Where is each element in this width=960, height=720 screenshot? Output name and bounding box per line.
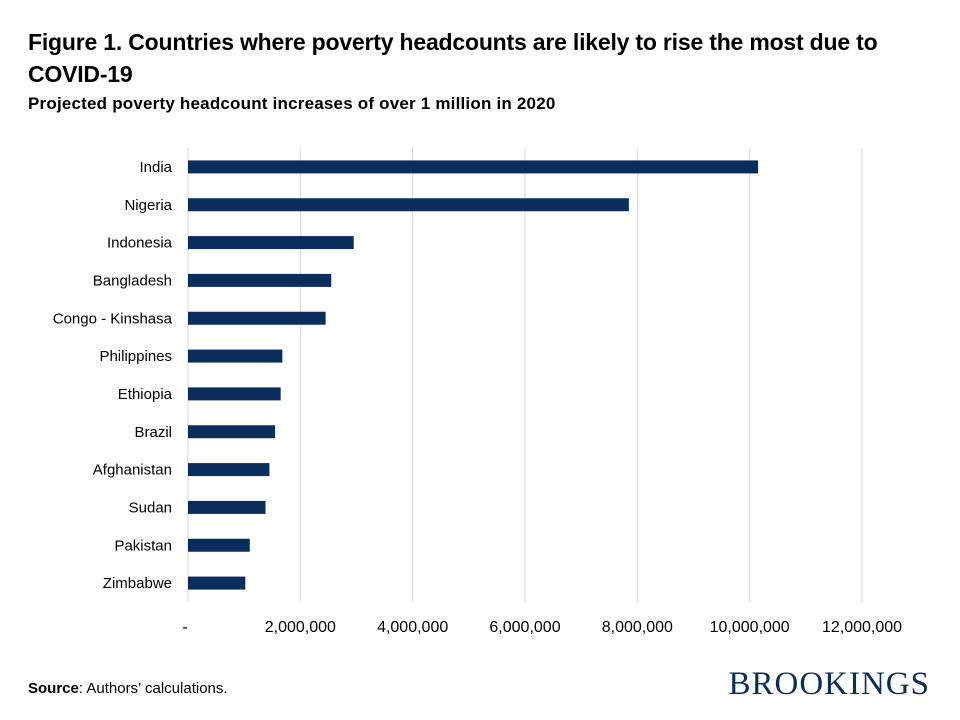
category-label: Nigeria bbox=[124, 197, 172, 214]
x-tick-label: 10,000,000 bbox=[710, 619, 790, 636]
source-text: : Authors’ calculations. bbox=[78, 680, 228, 697]
x-tick-label: 12,000,000 bbox=[822, 619, 902, 636]
category-label: Philippines bbox=[99, 348, 172, 365]
bar bbox=[188, 387, 281, 401]
bar bbox=[188, 160, 759, 174]
bar bbox=[188, 311, 326, 325]
category-label: Sudan bbox=[129, 499, 172, 516]
x-tick-label: - bbox=[182, 619, 187, 636]
category-label: Congo - Kinshasa bbox=[53, 310, 173, 327]
bar bbox=[188, 425, 276, 439]
category-label: India bbox=[139, 159, 172, 176]
category-label: Pakistan bbox=[114, 537, 172, 554]
bar bbox=[188, 538, 250, 552]
category-label: Afghanistan bbox=[93, 462, 172, 479]
bar bbox=[188, 463, 270, 477]
bar bbox=[188, 273, 332, 287]
x-tick-label: 4,000,000 bbox=[377, 619, 448, 636]
chart-title: Figure 1. Countries where poverty headco… bbox=[28, 29, 878, 87]
category-label: Ethiopia bbox=[118, 386, 173, 403]
category-label: Zimbabwe bbox=[103, 575, 172, 592]
brookings-logo: BROOKINGS bbox=[728, 666, 930, 702]
bar bbox=[188, 349, 283, 363]
bar bbox=[188, 500, 266, 514]
bar bbox=[188, 198, 629, 212]
category-label: Brazil bbox=[134, 424, 172, 441]
category-label: Bangladesh bbox=[93, 272, 172, 289]
x-tick-label: 6,000,000 bbox=[489, 619, 560, 636]
bar bbox=[188, 576, 246, 590]
chart-subtitle: Projected poverty headcount increases of… bbox=[28, 94, 556, 113]
bar-chart: India Nigeria Indonesia Bangladesh Congo - K… bbox=[53, 148, 902, 636]
x-tick-label: 2,000,000 bbox=[265, 619, 336, 636]
bar bbox=[188, 236, 354, 250]
x-tick-label: 8,000,000 bbox=[602, 619, 673, 636]
source-label: Source bbox=[28, 680, 79, 697]
source-note: Source: Authors’ calculations. bbox=[28, 680, 228, 697]
category-label: Indonesia bbox=[107, 235, 173, 252]
